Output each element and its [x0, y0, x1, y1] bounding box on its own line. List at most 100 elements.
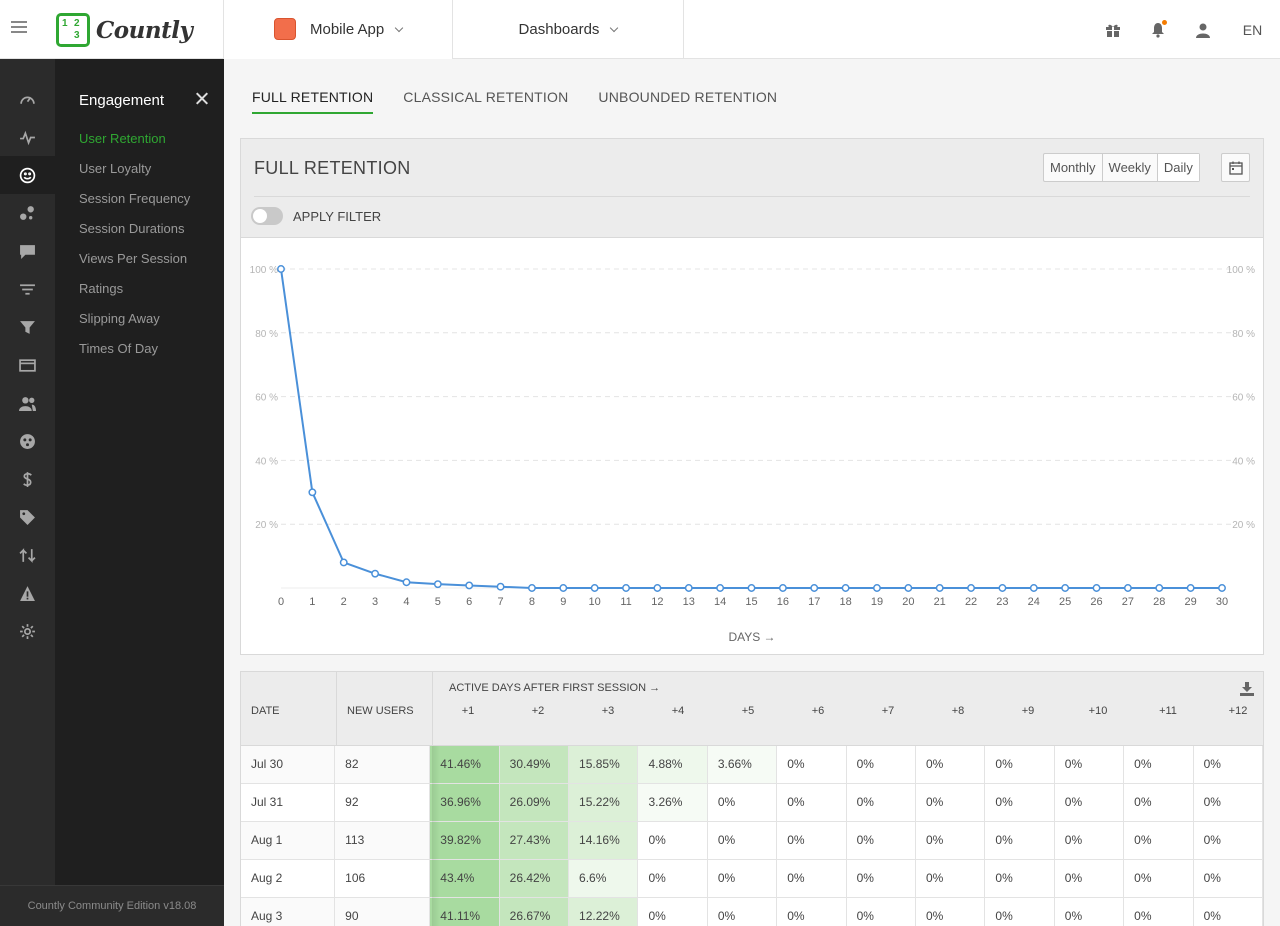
- retention-chart: 20 % 20 % 40 % 40 % 60 % 60 % 80 % 80 % 100 % 100…: [241, 239, 1263, 654]
- retention-cell: 4.88%: [638, 746, 708, 783]
- analytics-pulse-icon[interactable]: [0, 118, 55, 156]
- download-icon[interactable]: [1240, 682, 1254, 696]
- retention-cell: 0%: [1054, 898, 1125, 926]
- data-point: [810, 584, 819, 592]
- apply-filter-label: APPLY FILTER: [293, 209, 382, 224]
- x-tick-label: 19: [871, 596, 883, 608]
- dashboards-selector[interactable]: Dashboards: [453, 0, 684, 59]
- row-new-users: 90: [335, 898, 431, 926]
- data-point: [277, 265, 285, 273]
- x-tick-label: 16: [777, 596, 789, 608]
- period-selector: Monthly Weekly Daily: [1043, 153, 1200, 182]
- retention-cell: 26.09%: [499, 784, 570, 821]
- submenu-item[interactable]: Ratings: [79, 281, 124, 296]
- data-point: [1186, 584, 1195, 592]
- period-button[interactable]: Daily: [1157, 154, 1199, 181]
- logo-digit: 1: [62, 18, 68, 29]
- x-tick-label: 10: [589, 596, 601, 608]
- y-tick-label-left: 20 %: [255, 520, 278, 531]
- retention-cell: 0%: [846, 898, 916, 926]
- retention-cell: 0%: [916, 784, 986, 821]
- icon-rail: [0, 59, 55, 926]
- data-point: [527, 584, 536, 592]
- users-icon[interactable]: [0, 384, 55, 422]
- tab-retention[interactable]: UNBOUNDED RETENTION: [598, 89, 778, 105]
- notification-dot: [1162, 20, 1167, 25]
- panel-header: FULL RETENTION Monthly Weekly Daily APPLY …: [241, 139, 1263, 238]
- dashboard-gauge-icon[interactable]: [0, 80, 55, 118]
- x-tick-label: 30: [1216, 596, 1228, 608]
- retention-cell: 0%: [707, 898, 778, 926]
- x-tick-label: 5: [435, 596, 441, 608]
- countly-logo[interactable]: 1 2 3 Countly: [56, 13, 193, 47]
- submenu-item[interactable]: Views Per Session: [79, 251, 188, 266]
- engagement-smiley-icon[interactable]: [0, 156, 55, 194]
- submenu-item[interactable]: Slipping Away: [79, 311, 160, 326]
- table-row: Aug 3 90 41.11% 26.67% 12.22% 0% 0% 0% 0% 0% 0% 0% 0…: [241, 898, 1263, 926]
- x-tick-label: 2: [341, 596, 347, 608]
- settings-icon[interactable]: [0, 612, 55, 650]
- revenue-icon[interactable]: [0, 460, 55, 498]
- y-tick-label-right: 60 %: [1232, 393, 1255, 404]
- submenu-item[interactable]: Times Of Day: [79, 341, 158, 356]
- y-tick-label-right: 20 %: [1232, 520, 1255, 531]
- calendar-button[interactable]: [1221, 153, 1250, 182]
- data-point: [339, 558, 348, 567]
- retention-cell: 0%: [916, 822, 986, 859]
- filter-lines-icon[interactable]: [0, 270, 55, 308]
- x-tick-label: 13: [683, 596, 695, 608]
- x-tick-label: 23: [996, 596, 1008, 608]
- data-point: [1155, 584, 1164, 592]
- dashboards-label: Dashboards: [518, 21, 600, 38]
- user-icon[interactable]: [1180, 0, 1225, 59]
- retention-cell: 0%: [777, 822, 847, 859]
- data-point: [873, 584, 881, 592]
- language-selector[interactable]: EN: [1242, 21, 1263, 38]
- tab-retention[interactable]: FULL RETENTION: [252, 89, 374, 114]
- retention-cell: 0%: [638, 822, 708, 859]
- retention-cell: 41.11%: [430, 898, 500, 926]
- retention-cell: 0%: [707, 784, 778, 821]
- logo-mark: 1 2 3: [56, 13, 90, 47]
- retention-panel: FULL RETENTION Monthly Weekly Daily APPLY …: [240, 138, 1264, 655]
- retention-cell: 0%: [777, 898, 847, 926]
- retention-cell: 0%: [985, 746, 1055, 783]
- close-icon[interactable]: [195, 92, 209, 106]
- period-button[interactable]: Monthly: [1044, 154, 1103, 181]
- retention-cell: 0%: [1193, 822, 1263, 859]
- app-selector[interactable]: Mobile App: [223, 0, 453, 59]
- events-icon[interactable]: [0, 194, 55, 232]
- submenu-item[interactable]: User Retention: [79, 131, 166, 146]
- retention-cell: 0%: [1124, 784, 1194, 821]
- bell-icon[interactable]: [1135, 0, 1180, 59]
- submenu-item[interactable]: Session Frequency: [79, 191, 191, 206]
- funnel-icon[interactable]: [0, 308, 55, 346]
- data-point: [1092, 584, 1101, 592]
- card-icon[interactable]: [0, 346, 55, 384]
- apply-filter-toggle[interactable]: [251, 207, 283, 225]
- x-tick-label: 6: [466, 596, 472, 608]
- retention-cell: 15.85%: [569, 746, 639, 783]
- alert-icon[interactable]: [0, 574, 55, 612]
- header-day: +11: [1159, 705, 1177, 717]
- retention-cell: 0%: [638, 898, 708, 926]
- chat-icon[interactable]: [0, 232, 55, 270]
- calendar-icon: [1228, 161, 1243, 175]
- submenu-item[interactable]: Session Durations: [79, 221, 185, 236]
- submenu-item[interactable]: User Loyalty: [79, 161, 152, 176]
- panel-divider: [254, 196, 1250, 197]
- hamburger-menu-icon[interactable]: [11, 21, 27, 35]
- tag-icon[interactable]: [0, 498, 55, 536]
- retention-cell: 12.22%: [569, 898, 639, 926]
- retention-cell: 36.96%: [430, 784, 500, 821]
- crashes-icon[interactable]: [0, 422, 55, 460]
- x-axis-label: DAYS →: [728, 630, 775, 644]
- data-point: [967, 584, 976, 592]
- x-tick-label: 18: [839, 596, 851, 608]
- header-day: +3: [601, 705, 615, 717]
- period-button[interactable]: Weekly: [1103, 154, 1158, 181]
- gift-icon[interactable]: [1090, 0, 1135, 59]
- logo-text: Countly: [96, 16, 193, 44]
- flows-icon[interactable]: [0, 536, 55, 574]
- tab-retention[interactable]: CLASSICAL RETENTION: [403, 89, 569, 105]
